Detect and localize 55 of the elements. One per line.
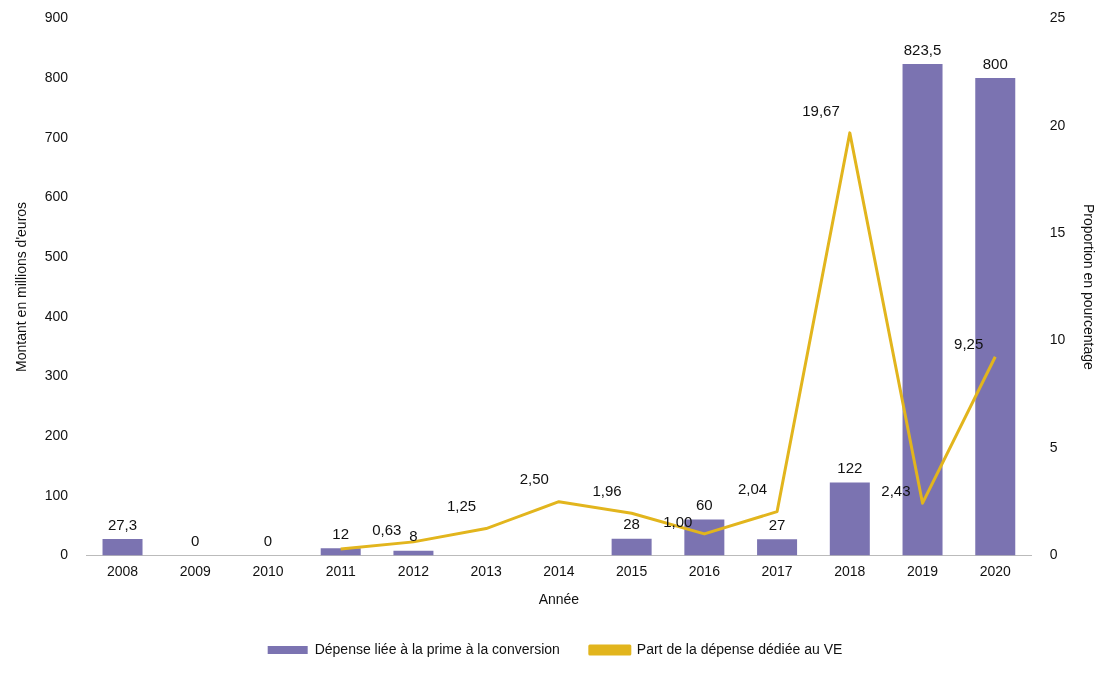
y-tick-label: 500 <box>44 247 69 264</box>
y-tick-label: 200 <box>44 426 69 443</box>
data-label: 19,67 <box>802 101 840 119</box>
data-label: 1,25 <box>446 497 477 515</box>
data-label: 122 <box>837 459 863 477</box>
data-label: 0 <box>263 532 273 550</box>
data-label: 0,63 <box>372 520 402 538</box>
x-tick-label: 2018 <box>834 562 866 579</box>
x-tick-label: 2008 <box>106 562 139 579</box>
data-label: 800 <box>982 54 1008 72</box>
data-label: 1,96 <box>592 481 622 499</box>
data-label: 28 <box>623 515 640 533</box>
y2-axis-title: Proportion en pourcentage <box>1080 204 1097 370</box>
data-label: 60 <box>696 496 713 514</box>
x-axis-title: Année <box>538 591 580 608</box>
x-tick-label: 2017 <box>761 562 793 579</box>
x-tick-label: 2012 <box>397 562 430 579</box>
y-tick-label: 300 <box>44 367 69 384</box>
data-label: 0 <box>191 532 200 550</box>
y-tick-label: 100 <box>44 486 69 503</box>
data-label: 27,3 <box>107 515 138 533</box>
data-label: 12 <box>332 524 350 542</box>
data-label: 2,04 <box>737 480 768 498</box>
x-tick-label: 2020 <box>979 562 1012 579</box>
y2-tick-label: 10 <box>1049 331 1066 348</box>
data-label: 8 <box>409 527 418 545</box>
bar <box>102 539 143 556</box>
y-axis-title: Montant en millions d'euros <box>13 201 30 372</box>
x-tick-label: 2015 <box>616 562 648 579</box>
legend-label: Part de la dépense dédiée au VE <box>636 640 843 657</box>
y-tick-label: 0 <box>60 546 69 563</box>
y2-tick-label: 5 <box>1049 438 1058 455</box>
y2-tick-label: 15 <box>1049 224 1066 241</box>
bar <box>757 539 798 556</box>
x-tick-label: 2010 <box>252 562 284 579</box>
bar <box>611 538 652 556</box>
y-tick-label: 900 <box>44 9 69 26</box>
data-label: 823,5 <box>903 40 942 58</box>
y2-tick-label: 0 <box>1049 546 1058 563</box>
y-tick-label: 800 <box>44 68 69 85</box>
x-tick-label: 2016 <box>688 562 721 579</box>
data-label: 2,50 <box>519 470 549 488</box>
y2-tick-label: 25 <box>1049 9 1066 26</box>
data-label: 27 <box>768 515 786 533</box>
y-tick-label: 700 <box>44 128 69 145</box>
x-tick-label: 2009 <box>179 562 212 579</box>
y2-tick-label: 20 <box>1049 116 1066 133</box>
x-tick-label: 2014 <box>543 562 575 579</box>
x-tick-label: 2019 <box>906 562 939 579</box>
x-tick-label: 2011 <box>325 562 356 579</box>
y-tick-label: 400 <box>44 307 69 324</box>
bar <box>829 482 870 556</box>
legend-label: Dépense liée à la prime à la conversion <box>314 640 560 657</box>
x-tick-label: 2013 <box>470 562 502 579</box>
y-tick-label: 600 <box>44 188 69 205</box>
